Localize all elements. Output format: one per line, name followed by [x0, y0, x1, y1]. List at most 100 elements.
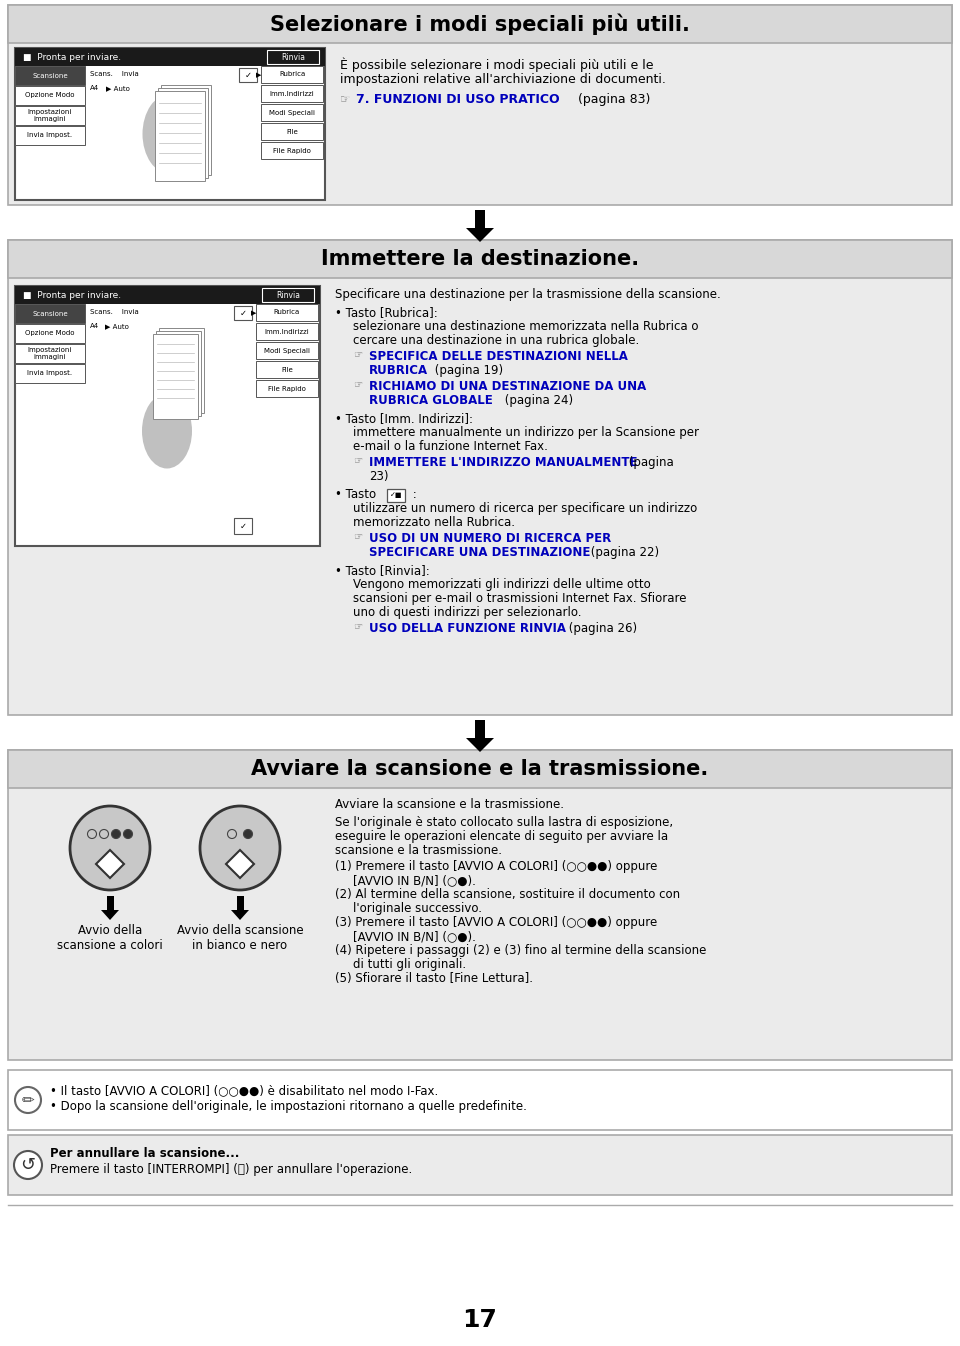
FancyBboxPatch shape [8, 1070, 952, 1131]
Text: Modi Speciali: Modi Speciali [269, 109, 315, 116]
Text: Scans.    Invia: Scans. Invia [90, 71, 139, 77]
FancyBboxPatch shape [234, 518, 252, 534]
FancyBboxPatch shape [8, 240, 952, 715]
Text: (pagina 26): (pagina 26) [565, 622, 637, 635]
Text: eseguire le operazioni elencate di seguito per avviare la: eseguire le operazioni elencate di segui… [335, 830, 668, 843]
Text: Opzione Modo: Opzione Modo [25, 331, 75, 336]
Text: (1) Premere il tasto [AVVIO A COLORI] (○○●●) oppure: (1) Premere il tasto [AVVIO A COLORI] (○… [335, 860, 658, 874]
Text: :: : [409, 489, 417, 501]
FancyBboxPatch shape [15, 304, 85, 323]
FancyBboxPatch shape [261, 85, 323, 102]
FancyBboxPatch shape [256, 361, 318, 378]
FancyBboxPatch shape [475, 210, 485, 227]
Text: (3) Premere il tasto [AVVIO A COLORI] (○○●●) oppure: (3) Premere il tasto [AVVIO A COLORI] (○… [335, 917, 658, 929]
Text: Scans.    Invia: Scans. Invia [90, 310, 139, 315]
Text: Scansione: Scansione [33, 311, 68, 316]
Text: ↺: ↺ [20, 1156, 36, 1174]
Text: uno di questi indirizzi per selezionarlo.: uno di questi indirizzi per selezionarlo… [353, 606, 582, 619]
FancyBboxPatch shape [161, 85, 211, 175]
Ellipse shape [100, 829, 108, 839]
Text: ☞: ☞ [353, 456, 362, 466]
Ellipse shape [200, 806, 280, 890]
Text: Imm.Indirizzi: Imm.Indirizzi [265, 328, 309, 335]
FancyBboxPatch shape [256, 304, 318, 320]
Text: Per annullare la scansione...: Per annullare la scansione... [50, 1147, 239, 1160]
FancyBboxPatch shape [261, 66, 323, 83]
Text: ▶: ▶ [251, 310, 256, 316]
FancyBboxPatch shape [8, 5, 952, 205]
FancyBboxPatch shape [8, 1135, 952, 1195]
Text: File: File [281, 366, 293, 373]
Text: File Rapido: File Rapido [268, 385, 306, 392]
Text: ▶ Auto: ▶ Auto [105, 323, 129, 328]
Text: (pagina: (pagina [625, 456, 674, 468]
Text: • Tasto [Rubrica]:: • Tasto [Rubrica]: [335, 306, 438, 319]
Text: SPECIFICA DELLE DESTINAZIONI NELLA: SPECIFICA DELLE DESTINAZIONI NELLA [369, 350, 628, 363]
Text: [AVVIO IN B/N] (○●).: [AVVIO IN B/N] (○●). [353, 930, 476, 944]
Text: Rinvia: Rinvia [276, 291, 300, 300]
Text: Specificare una destinazione per la trasmissione della scansione.: Specificare una destinazione per la tras… [335, 288, 721, 302]
Ellipse shape [111, 829, 121, 839]
Text: selezionare una destinazione memorizzata nella Rubrica o: selezionare una destinazione memorizzata… [353, 320, 699, 332]
Polygon shape [226, 851, 254, 878]
Text: ☞: ☞ [353, 622, 362, 633]
Text: RICHIAMO DI UNA DESTINAZIONE DA UNA: RICHIAMO DI UNA DESTINAZIONE DA UNA [369, 380, 646, 393]
Text: Rubrica: Rubrica [274, 310, 300, 315]
FancyBboxPatch shape [256, 323, 318, 341]
Text: RUBRICA GLOBALE: RUBRICA GLOBALE [369, 394, 492, 406]
Text: (pagina 22): (pagina 22) [587, 546, 660, 559]
Text: RUBRICA: RUBRICA [369, 363, 428, 377]
Ellipse shape [124, 829, 132, 839]
Text: Scansione: Scansione [33, 73, 68, 78]
Text: A4: A4 [90, 323, 99, 328]
Polygon shape [96, 851, 124, 878]
Text: l'originale successivo.: l'originale successivo. [353, 902, 482, 915]
Text: È possibile selezionare i modi speciali più utili e le: È possibile selezionare i modi speciali … [340, 57, 654, 71]
FancyBboxPatch shape [261, 104, 323, 121]
Ellipse shape [70, 806, 150, 890]
FancyBboxPatch shape [15, 48, 325, 201]
Ellipse shape [142, 94, 198, 174]
Text: scansioni per e-mail o trasmissioni Internet Fax. Sfiorare: scansioni per e-mail o trasmissioni Inte… [353, 592, 686, 604]
FancyBboxPatch shape [8, 750, 952, 1061]
Ellipse shape [244, 829, 252, 839]
Text: Rubrica: Rubrica [278, 71, 305, 78]
Text: IMMETTERE L'INDIRIZZO MANUALMENTE: IMMETTERE L'INDIRIZZO MANUALMENTE [369, 456, 637, 468]
Ellipse shape [87, 829, 97, 839]
FancyBboxPatch shape [15, 285, 320, 546]
Text: Modi Speciali: Modi Speciali [264, 347, 310, 354]
FancyBboxPatch shape [158, 87, 208, 178]
Text: ☞: ☞ [353, 350, 362, 359]
FancyBboxPatch shape [159, 328, 204, 413]
Text: ☞: ☞ [353, 532, 362, 542]
Text: (5) Sfiorare il tasto [Fine Lettura].: (5) Sfiorare il tasto [Fine Lettura]. [335, 972, 533, 985]
Text: USO DI UN NUMERO DI RICERCA PER: USO DI UN NUMERO DI RICERCA PER [369, 532, 612, 545]
Text: ■  Pronta per inviare.: ■ Pronta per inviare. [23, 52, 121, 62]
FancyBboxPatch shape [15, 48, 325, 66]
Text: Premere il tasto [INTERROMPI] (ⓧ) per annullare l'operazione.: Premere il tasto [INTERROMPI] (ⓧ) per an… [50, 1163, 412, 1176]
Text: (2) Al termine della scansione, sostituire il documento con: (2) Al termine della scansione, sostitui… [335, 888, 680, 900]
FancyBboxPatch shape [387, 489, 405, 502]
Text: ✓: ✓ [245, 70, 252, 79]
Polygon shape [466, 227, 494, 242]
FancyBboxPatch shape [15, 285, 320, 304]
Text: ▶ Auto: ▶ Auto [106, 85, 130, 92]
Text: SPECIFICARE UNA DESTINAZIONE: SPECIFICARE UNA DESTINAZIONE [369, 546, 590, 559]
FancyBboxPatch shape [239, 69, 257, 82]
Text: utilizzare un numero di ricerca per specificare un indirizzo: utilizzare un numero di ricerca per spec… [353, 502, 697, 516]
Text: Se l'originale è stato collocato sulla lastra di esposizione,: Se l'originale è stato collocato sulla l… [335, 816, 673, 829]
Text: e-mail o la funzione Internet Fax.: e-mail o la funzione Internet Fax. [353, 440, 548, 454]
FancyBboxPatch shape [256, 342, 318, 359]
Text: (4) Ripetere i passaggi (2) e (3) fino al termine della scansione: (4) Ripetere i passaggi (2) e (3) fino a… [335, 944, 707, 957]
Text: Avvio della scansione
in bianco e nero: Avvio della scansione in bianco e nero [177, 923, 303, 952]
Text: ☞: ☞ [340, 93, 350, 106]
FancyBboxPatch shape [15, 86, 85, 105]
Text: 7. FUNZIONI DI USO PRATICO: 7. FUNZIONI DI USO PRATICO [356, 93, 560, 106]
Ellipse shape [142, 393, 192, 468]
FancyBboxPatch shape [153, 334, 198, 419]
Polygon shape [466, 738, 494, 752]
Text: USO DELLA FUNZIONE RINVIA: USO DELLA FUNZIONE RINVIA [369, 622, 566, 635]
Text: Invia Impost.: Invia Impost. [28, 370, 73, 377]
Text: 17: 17 [463, 1308, 497, 1333]
FancyBboxPatch shape [8, 5, 952, 43]
